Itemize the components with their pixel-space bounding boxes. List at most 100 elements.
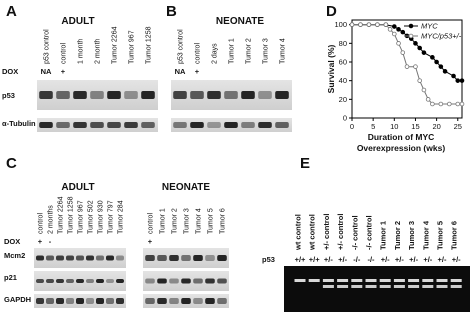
band <box>365 285 377 288</box>
band <box>169 255 179 261</box>
gel <box>284 266 470 312</box>
lane-label: Tumor 284 <box>118 200 125 234</box>
band <box>351 279 363 282</box>
lane-label: -/- control <box>365 215 374 250</box>
band <box>66 298 74 304</box>
band <box>76 255 84 261</box>
data-point <box>438 101 444 107</box>
band <box>56 279 64 283</box>
band <box>96 255 104 261</box>
band <box>116 255 124 261</box>
band <box>207 91 221 99</box>
data-point <box>434 59 439 65</box>
data-point <box>387 27 393 32</box>
lane-label: 2 days <box>212 43 219 64</box>
band <box>207 122 221 128</box>
data-point <box>358 22 363 27</box>
lane-label: +/- control <box>336 214 345 250</box>
data-point <box>392 24 397 29</box>
y-tick-label: 40 <box>339 76 347 85</box>
band <box>205 255 215 261</box>
band <box>157 298 167 304</box>
x-tick-label: 25 <box>454 122 462 131</box>
genotype: +/- <box>338 255 347 264</box>
band <box>46 255 54 261</box>
band <box>379 279 391 282</box>
lane-label: Tumor 1258 <box>68 196 75 234</box>
genotype: +/+ <box>295 255 306 264</box>
band <box>181 278 191 284</box>
band <box>190 122 204 128</box>
band <box>322 285 334 288</box>
data-point <box>383 22 389 27</box>
band <box>73 122 87 128</box>
band <box>36 298 44 304</box>
row-label: p53 <box>262 255 275 264</box>
genotype: +/- <box>381 255 390 264</box>
data-point <box>413 64 418 69</box>
panel-label: A <box>6 3 17 20</box>
band <box>224 122 238 128</box>
data-point <box>425 97 431 102</box>
x-tick-label: 20 <box>432 122 440 131</box>
y-tick-label: 80 <box>339 39 347 48</box>
band <box>422 285 434 288</box>
lane-label: Tumor 1 <box>160 208 167 234</box>
data-point <box>451 73 456 79</box>
band <box>76 279 84 283</box>
band <box>90 91 104 99</box>
band <box>56 122 70 128</box>
data-point <box>417 45 422 51</box>
panel-title: ADULT <box>61 16 94 27</box>
x-tick-label: 10 <box>390 122 398 131</box>
band <box>157 278 167 284</box>
data-point <box>400 50 406 55</box>
band <box>181 298 191 304</box>
band <box>39 122 53 128</box>
genotype: +/- <box>395 255 404 264</box>
band <box>422 279 434 282</box>
band <box>124 91 138 99</box>
panel-label: E <box>300 155 310 172</box>
lane-label: Tumor 967 <box>78 200 85 234</box>
band <box>56 255 64 261</box>
lane-label: Tumor 3 <box>184 208 191 234</box>
genotype: -/- <box>367 255 375 264</box>
band <box>181 255 191 261</box>
x-tick-label: 5 <box>371 122 375 131</box>
dox-label: NA <box>41 67 52 76</box>
row-label: p53 <box>2 91 15 100</box>
lane-label: Tumor 967 <box>129 30 136 64</box>
data-point <box>413 41 418 46</box>
lane-label: Tumor 1 <box>229 38 236 64</box>
y-tick-label: 20 <box>339 95 347 104</box>
lane-label: wt control <box>294 214 303 251</box>
band <box>258 91 272 99</box>
data-point <box>438 64 444 69</box>
band <box>96 298 104 304</box>
band <box>157 255 167 261</box>
panel-label: B <box>166 3 177 20</box>
lane-label: Tumor 1 <box>379 221 388 250</box>
data-point <box>404 64 410 69</box>
plot-frame <box>351 19 463 119</box>
band <box>275 91 289 99</box>
band <box>337 285 349 288</box>
band <box>408 279 420 282</box>
band <box>217 278 227 284</box>
lane-label: p53 control <box>44 29 51 64</box>
lane-label: Tumor 797 <box>108 200 115 234</box>
data-point <box>459 101 465 107</box>
data-point <box>442 69 448 74</box>
band <box>205 298 215 304</box>
band <box>308 279 320 282</box>
lane-label: Tumor 3 <box>407 221 416 250</box>
band <box>106 279 114 283</box>
band <box>351 285 363 288</box>
y-axis-title: Survival (%) <box>326 45 336 94</box>
legend-label: MYC/p53+/- <box>421 32 462 41</box>
band <box>66 255 74 261</box>
band <box>56 298 64 304</box>
band <box>450 285 462 288</box>
